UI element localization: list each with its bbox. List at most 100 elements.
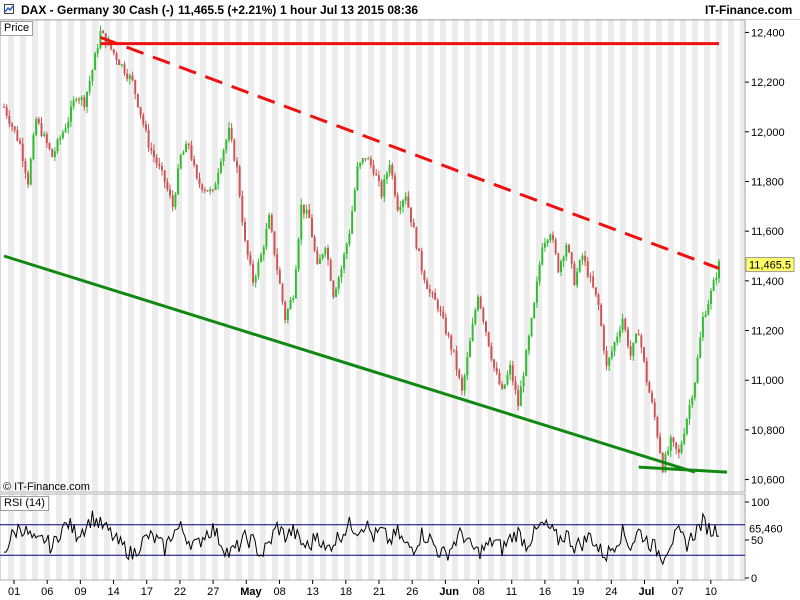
- price-tick-label: 11,000: [751, 375, 784, 387]
- candle-body: [160, 166, 163, 171]
- grid-stripe: [716, 494, 722, 580]
- candle-body: [185, 143, 188, 153]
- candle-body: [621, 319, 624, 331]
- candle-body: [29, 159, 32, 185]
- candle-body: [715, 278, 718, 280]
- grid-stripe: [632, 20, 638, 492]
- candle-body: [471, 323, 474, 342]
- grid-stripe: [20, 494, 26, 580]
- candle-body: [535, 281, 538, 303]
- candle-body: [201, 184, 204, 190]
- grid-stripe: [176, 494, 182, 580]
- candle-body: [238, 166, 241, 197]
- grid-stripe: [80, 20, 86, 492]
- candle-body: [193, 159, 196, 166]
- candle-body: [420, 251, 423, 272]
- candle-body: [171, 195, 174, 207]
- candle-body: [37, 118, 40, 123]
- price-tick-label: 12,400: [751, 27, 785, 39]
- candle-body: [452, 349, 455, 351]
- grid-stripe: [212, 494, 218, 580]
- candle-body: [235, 160, 238, 167]
- grid-stripe: [20, 20, 26, 492]
- candle-body: [533, 302, 536, 319]
- candle-body: [685, 418, 688, 434]
- grid-stripe: [524, 20, 530, 492]
- candle-body: [527, 335, 530, 351]
- candle-body: [139, 106, 142, 116]
- candle-body: [337, 277, 340, 289]
- candle-body: [514, 381, 517, 391]
- grid-stripe: [32, 20, 38, 492]
- candle-body: [653, 402, 656, 418]
- grid-stripe: [56, 494, 62, 580]
- candle-body: [190, 145, 193, 160]
- grid-stripe: [476, 494, 482, 580]
- price-panel-label: Price: [0, 21, 34, 36]
- candle-body: [618, 330, 621, 337]
- instrument-title: DAX - Germany 30 Cash (-): [21, 3, 174, 17]
- time-tick-label: 14: [108, 586, 120, 598]
- candle-body: [578, 260, 581, 272]
- candle-body: [120, 64, 123, 66]
- candle-body: [629, 346, 632, 356]
- grid-stripe: [380, 494, 386, 580]
- candle-body: [305, 209, 308, 214]
- candle-body: [672, 437, 675, 443]
- grid-stripe: [320, 494, 326, 580]
- candle-body: [356, 166, 359, 190]
- grid-stripe: [368, 20, 374, 492]
- grid-stripe: [332, 20, 338, 492]
- grid-stripe: [620, 20, 626, 492]
- candle-body: [482, 308, 485, 322]
- candle-body: [377, 175, 380, 181]
- grid-stripe: [272, 20, 278, 492]
- price-tick-label: 10,800: [751, 425, 785, 437]
- grid-stripe: [692, 20, 698, 492]
- grid-stripe: [548, 494, 554, 580]
- time-tick-label: 06: [41, 586, 53, 598]
- grid-stripe: [68, 494, 74, 580]
- candle-body: [203, 189, 206, 191]
- rsi-panel-label: RSI (14): [0, 496, 49, 511]
- candle-body: [284, 301, 287, 321]
- candle-body: [241, 196, 244, 223]
- candle-body: [415, 227, 418, 249]
- grid-stripe: [560, 20, 566, 492]
- brand-name: IT-Finance.com: [705, 3, 793, 17]
- candle-body: [396, 195, 399, 211]
- grid-stripe: [464, 494, 470, 580]
- grid-stripe: [668, 494, 674, 580]
- grid-stripe: [584, 494, 590, 580]
- grid-stripe: [656, 20, 662, 492]
- candle-body: [32, 135, 35, 160]
- grid-stripe: [476, 20, 482, 492]
- grid-stripe: [704, 20, 710, 492]
- grid-stripe: [440, 20, 446, 492]
- candle-body: [257, 261, 260, 277]
- candle-body: [688, 404, 691, 419]
- grid-stripe: [584, 20, 590, 492]
- grid-stripe: [536, 20, 542, 492]
- candle-body: [59, 138, 62, 140]
- chart-header: DAX - Germany 30 Cash (-) 11,465.5 (+2.2…: [0, 0, 800, 20]
- candle-body: [380, 180, 383, 197]
- candle-body: [455, 350, 458, 370]
- candle-body: [576, 271, 579, 286]
- candle-body: [560, 261, 563, 273]
- candle-body: [142, 115, 145, 125]
- candle-body: [351, 210, 354, 234]
- candle-body: [69, 106, 72, 122]
- candle-body: [318, 258, 321, 264]
- candle-body: [592, 276, 595, 288]
- candle-body: [626, 329, 629, 347]
- time-tick-label: 17: [141, 586, 153, 598]
- candle-body: [195, 165, 198, 179]
- candle-body: [227, 127, 230, 141]
- grid-stripe: [548, 20, 554, 492]
- candle-body: [86, 91, 89, 107]
- grid-stripe: [716, 20, 722, 492]
- candle-body: [442, 311, 445, 318]
- candle-body: [538, 264, 541, 282]
